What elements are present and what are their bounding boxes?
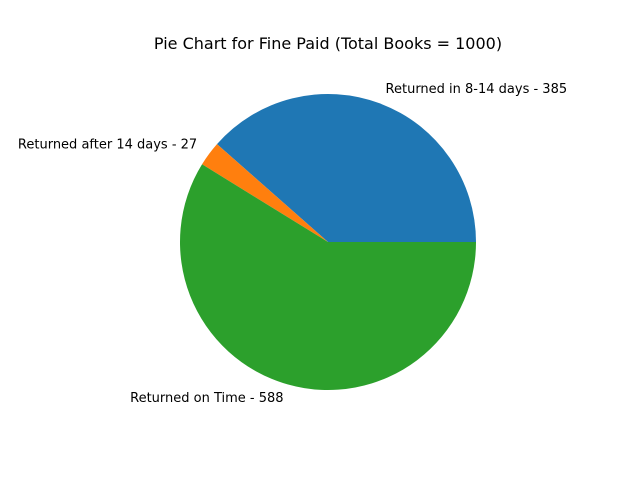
pie-slice-label-1: Returned after 14 days - 27	[18, 138, 197, 153]
chart-title: Pie Chart for Fine Paid (Total Books = 1…	[154, 34, 502, 53]
pie-slices	[180, 94, 477, 390]
pie-slice-0	[216, 94, 477, 242]
pie-slice-label-2: Returned on Time - 588	[130, 391, 283, 406]
pie-labels: Returned in 8-14 days - 385 Returned afte…	[18, 82, 567, 406]
pie-slice-label-0: Returned in 8-14 days - 385	[386, 82, 568, 97]
pie-slice-2	[180, 164, 477, 390]
pie-slice-1	[202, 144, 328, 242]
